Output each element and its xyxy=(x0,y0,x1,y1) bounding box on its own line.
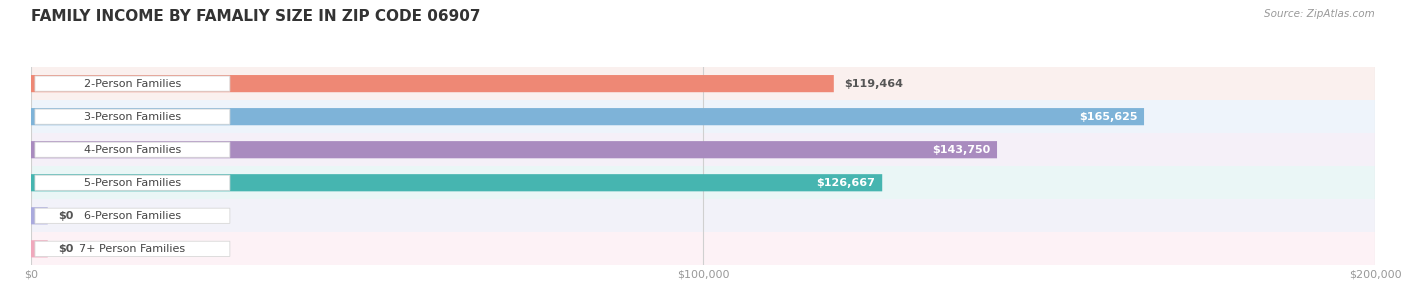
Text: 4-Person Families: 4-Person Families xyxy=(84,145,181,155)
FancyBboxPatch shape xyxy=(35,76,229,91)
Text: 3-Person Families: 3-Person Families xyxy=(84,112,181,122)
FancyBboxPatch shape xyxy=(31,75,834,92)
Text: $165,625: $165,625 xyxy=(1078,112,1137,122)
Bar xyxy=(31,67,1375,100)
Text: $0: $0 xyxy=(59,211,75,221)
Text: 5-Person Families: 5-Person Families xyxy=(84,178,181,188)
Text: 6-Person Families: 6-Person Families xyxy=(84,211,181,221)
Text: $126,667: $126,667 xyxy=(817,178,876,188)
Bar xyxy=(31,100,1375,133)
FancyBboxPatch shape xyxy=(35,109,229,124)
FancyBboxPatch shape xyxy=(31,240,48,257)
Text: $143,750: $143,750 xyxy=(932,145,990,155)
Text: $0: $0 xyxy=(59,244,75,254)
FancyBboxPatch shape xyxy=(31,108,1144,125)
Bar xyxy=(31,166,1375,199)
FancyBboxPatch shape xyxy=(35,142,229,157)
FancyBboxPatch shape xyxy=(35,175,229,190)
FancyBboxPatch shape xyxy=(31,207,48,224)
Bar xyxy=(31,133,1375,166)
FancyBboxPatch shape xyxy=(35,241,229,257)
FancyBboxPatch shape xyxy=(31,174,882,191)
FancyBboxPatch shape xyxy=(35,208,229,223)
FancyBboxPatch shape xyxy=(31,141,997,158)
Text: 7+ Person Families: 7+ Person Families xyxy=(79,244,186,254)
Text: $119,464: $119,464 xyxy=(845,79,904,89)
Text: 2-Person Families: 2-Person Families xyxy=(84,79,181,89)
Text: Source: ZipAtlas.com: Source: ZipAtlas.com xyxy=(1264,9,1375,19)
Bar xyxy=(31,232,1375,265)
Text: FAMILY INCOME BY FAMALIY SIZE IN ZIP CODE 06907: FAMILY INCOME BY FAMALIY SIZE IN ZIP COD… xyxy=(31,9,481,24)
Bar xyxy=(31,199,1375,232)
